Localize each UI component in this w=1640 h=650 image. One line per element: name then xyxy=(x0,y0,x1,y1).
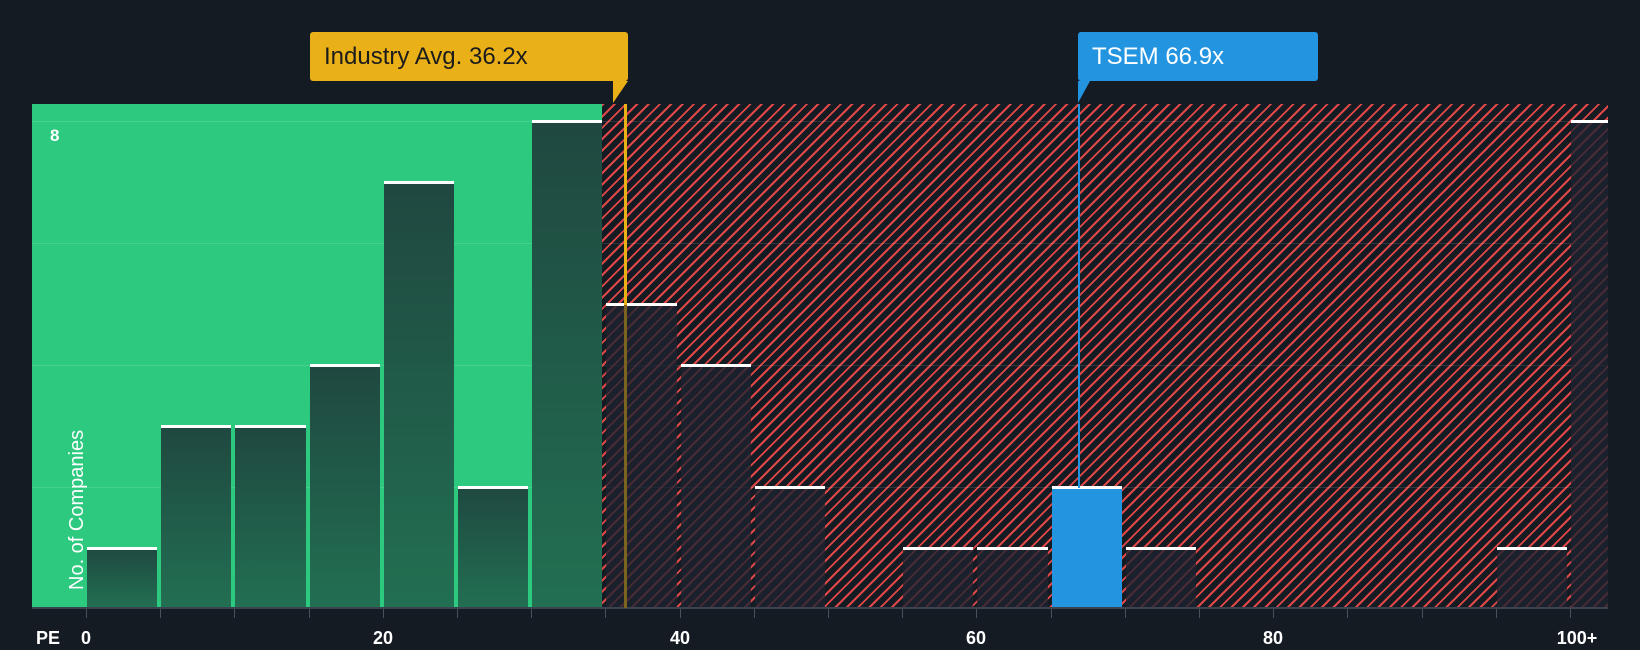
gridline-4 xyxy=(32,365,1608,366)
histogram-bar xyxy=(606,303,677,608)
x-axis-title: PE xyxy=(36,628,61,648)
x-tick-label: 40 xyxy=(669,628,691,648)
bar-top-cap xyxy=(680,364,751,367)
x-tick xyxy=(308,609,310,618)
x-tick xyxy=(234,609,236,618)
bar-top-cap xyxy=(1496,547,1567,550)
x-tick-label: 20 xyxy=(372,628,394,648)
bar-company-bin xyxy=(1051,486,1122,608)
bar-top-cap xyxy=(1125,547,1196,550)
x-tick xyxy=(1050,609,1052,618)
bar-top-cap xyxy=(1051,486,1122,489)
bar-top-cap xyxy=(606,303,677,306)
histogram-bar xyxy=(1571,120,1608,608)
bar-top-cap xyxy=(977,547,1048,550)
histogram-bar xyxy=(87,547,158,608)
x-tick-label: 100+ xyxy=(1556,628,1598,648)
histogram-bar xyxy=(235,425,306,608)
x-tick-label: 80 xyxy=(1262,628,1284,648)
x-tick xyxy=(457,609,458,618)
histogram-bar xyxy=(532,120,603,608)
x-tick xyxy=(86,609,87,618)
x-tick xyxy=(1570,609,1571,618)
histogram-bar xyxy=(309,364,380,608)
x-tick xyxy=(382,609,384,618)
x-tick xyxy=(828,609,829,618)
histogram-bar xyxy=(680,364,751,608)
chart-plot-area xyxy=(32,104,1608,608)
company-callout-tail xyxy=(1078,81,1090,103)
bar-top-cap xyxy=(161,425,232,428)
x-tick-label: 0 xyxy=(80,628,92,648)
histogram-bar xyxy=(1496,547,1567,608)
x-tick xyxy=(1124,609,1126,618)
overvalued-zone xyxy=(602,104,1608,608)
bar-top-cap xyxy=(383,181,454,184)
y-axis-title: No. of Companies xyxy=(66,429,88,590)
x-tick xyxy=(902,609,904,618)
company-label: TSEM 66.9x xyxy=(1092,43,1225,70)
bar-top-cap xyxy=(1571,120,1608,123)
industry-avg-callout-tail xyxy=(613,81,628,103)
x-tick xyxy=(1421,609,1423,618)
bar-top-cap xyxy=(458,486,529,489)
bar-top-cap xyxy=(903,547,974,550)
x-tick xyxy=(1495,609,1497,618)
bar-top-cap xyxy=(309,364,380,367)
x-tick xyxy=(1199,609,1200,618)
y-tick-8: 8 xyxy=(50,126,60,145)
x-tick xyxy=(679,609,681,618)
histogram-bar xyxy=(383,181,454,608)
x-tick xyxy=(1273,609,1275,618)
industry-avg-label: Industry Avg. 36.2x xyxy=(324,43,528,70)
company-line xyxy=(1078,104,1080,488)
x-tick-label: 60 xyxy=(965,628,987,648)
bar-top-cap xyxy=(235,425,306,428)
histogram-bar xyxy=(161,425,232,608)
histogram-bar xyxy=(903,547,974,608)
gridline-6 xyxy=(32,243,1608,244)
industry-avg-callout: Industry Avg. 36.2x xyxy=(310,32,628,103)
industry-avg-line-overlay xyxy=(624,305,627,608)
x-tick xyxy=(976,609,978,618)
gridline-8 xyxy=(32,121,1608,122)
histogram-bar xyxy=(977,547,1048,608)
x-tick xyxy=(1347,609,1349,618)
company-callout: TSEM 66.9x xyxy=(1078,32,1318,103)
bar-top-cap xyxy=(87,547,158,550)
histogram-bar xyxy=(754,486,825,608)
x-tick xyxy=(605,609,607,618)
bar-top-cap xyxy=(532,120,603,123)
histogram-bar xyxy=(1125,547,1196,608)
x-tick xyxy=(531,609,533,618)
histogram-bar xyxy=(458,486,529,608)
x-axis xyxy=(32,607,1608,609)
x-tick xyxy=(753,609,755,618)
bar-top-cap xyxy=(754,486,825,489)
x-tick xyxy=(160,609,162,618)
